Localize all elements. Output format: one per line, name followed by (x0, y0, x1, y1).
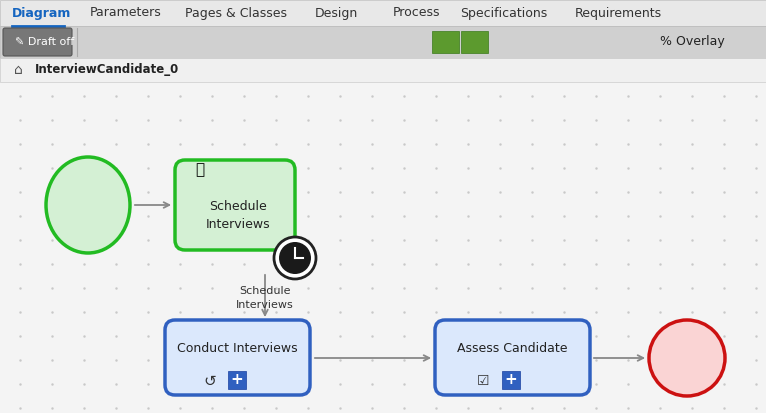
Text: Specifications: Specifications (460, 7, 547, 19)
Circle shape (274, 237, 316, 279)
Bar (0, 82, 766, 413)
Circle shape (279, 242, 311, 274)
Text: Schedule
Interviews: Schedule Interviews (236, 286, 294, 310)
Text: ✎ Draft off: ✎ Draft off (15, 37, 74, 47)
Text: Requirements: Requirements (575, 7, 662, 19)
Text: % Overlay: % Overlay (660, 36, 725, 48)
Bar (502, 371, 520, 389)
Bar (0, 0, 766, 26)
Text: InterviewCandidate_0: InterviewCandidate_0 (35, 64, 179, 76)
Text: 🏃: 🏃 (195, 162, 205, 178)
Text: Parameters: Parameters (90, 7, 162, 19)
FancyBboxPatch shape (435, 320, 590, 395)
FancyBboxPatch shape (165, 320, 310, 395)
Text: ☑: ☑ (476, 374, 489, 388)
Text: ↺: ↺ (204, 373, 216, 389)
Text: +: + (505, 373, 517, 387)
FancyBboxPatch shape (175, 160, 295, 250)
Text: Schedule
Interviews: Schedule Interviews (206, 199, 270, 230)
FancyBboxPatch shape (3, 28, 72, 56)
Text: +: + (231, 373, 244, 387)
Text: Diagram: Diagram (12, 7, 71, 19)
Text: Process: Process (393, 7, 440, 19)
Bar (228, 371, 246, 389)
Text: ⌂: ⌂ (14, 63, 22, 77)
Ellipse shape (46, 157, 130, 253)
Text: Assess Candidate: Assess Candidate (457, 342, 568, 354)
Bar (461, 31, 488, 53)
Bar (432, 31, 459, 53)
Text: Conduct Interviews: Conduct Interviews (177, 342, 297, 354)
Bar (0, 58, 766, 82)
Text: Pages & Classes: Pages & Classes (185, 7, 287, 19)
Circle shape (649, 320, 725, 396)
Bar (0, 26, 766, 58)
Text: Design: Design (315, 7, 358, 19)
